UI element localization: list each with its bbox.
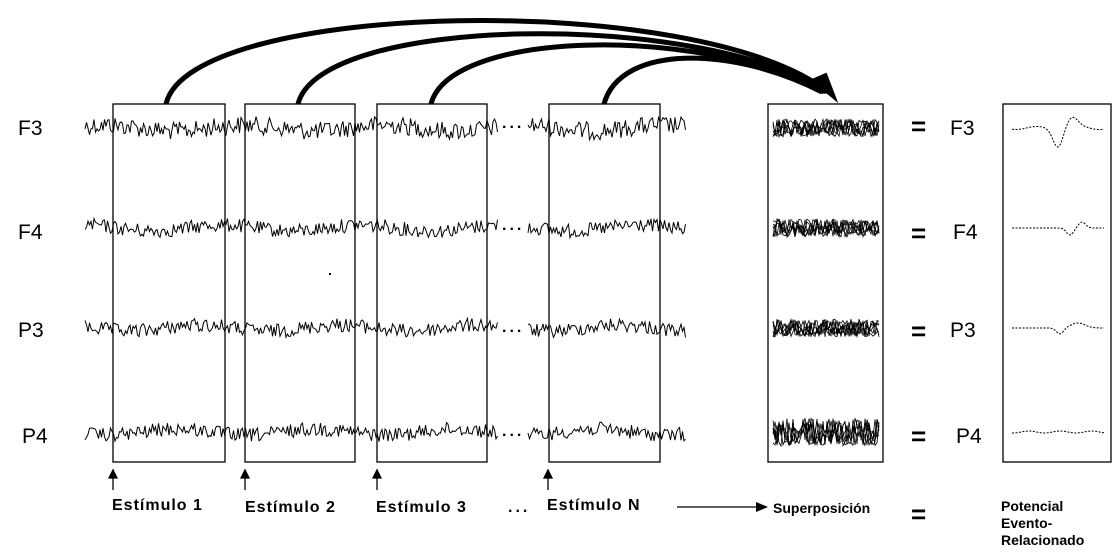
superposition-trace-1-5 xyxy=(772,218,880,239)
equals-sign-p4: = xyxy=(911,421,927,451)
superposition-label: Superposición xyxy=(773,500,871,516)
erp-traces xyxy=(1011,116,1105,434)
stimulus-label-n: Estímulo N xyxy=(547,497,641,514)
erp-trace-3 xyxy=(1012,430,1105,434)
stimulus-label-3: Estímulo 3 xyxy=(376,499,467,516)
stimulus-label-2: Estímulo 2 xyxy=(245,499,336,516)
channel-label-f4: F4 xyxy=(18,221,43,244)
result-label-f4: F4 xyxy=(953,221,978,244)
superposition-trace-0-0 xyxy=(772,118,880,138)
superposition-trace-0-5 xyxy=(772,118,880,137)
eeg-trace-2-1 xyxy=(527,317,686,339)
superposition-arrowhead xyxy=(810,72,839,104)
eeg-trace-2-0 xyxy=(84,316,498,339)
erp-label-line-1: Potencial xyxy=(1001,498,1064,514)
epoch-window-1 xyxy=(112,103,226,463)
equals-sign-bottom: = xyxy=(911,499,927,529)
averaging-arcs xyxy=(163,18,830,105)
equals-sign-p3: = xyxy=(911,316,927,346)
superposition-trace-1-4 xyxy=(772,218,880,238)
equals-sign-f3: = xyxy=(911,111,927,141)
result-label-p4: P4 xyxy=(956,425,982,448)
stimulus-ellipsis: ... xyxy=(508,499,531,516)
erp-label-line-2: Evento- xyxy=(1001,515,1053,531)
channel-label-f3: F3 xyxy=(18,117,43,140)
eeg-trace-0-1 xyxy=(527,115,686,142)
superposition-box xyxy=(767,103,884,463)
erp-label-line-3: Relacionado xyxy=(1001,532,1085,548)
epoch-ellipsis-f3: ... xyxy=(502,115,525,132)
arc-stimulus-1 xyxy=(163,18,830,105)
superposition-trace-2-5 xyxy=(772,318,880,338)
erp-trace-2 xyxy=(1012,322,1104,335)
epoch-ellipsis-p4: ... xyxy=(502,423,525,440)
arc-stimulus-2 xyxy=(295,31,828,105)
stimulus-onset-markers xyxy=(107,468,554,490)
erp-result-box xyxy=(1002,103,1112,463)
superposition-trace-3-5 xyxy=(772,419,880,448)
stray-artifact xyxy=(329,273,331,275)
equals-sign-f4: = xyxy=(911,218,927,248)
eeg-trace-3-1 xyxy=(527,421,686,442)
epoch-ellipsis-f4: ... xyxy=(502,217,525,234)
channel-label-p4: P4 xyxy=(22,425,48,448)
eeg-trace-0-0 xyxy=(84,115,498,141)
eeg-trace-1-0 xyxy=(84,216,498,239)
superposition-trace-2-1 xyxy=(772,318,880,337)
epoch-window-3 xyxy=(376,103,488,463)
channel-label-p3: P3 xyxy=(18,319,44,342)
arc-stimulus-n xyxy=(601,55,824,105)
epoch-windows xyxy=(112,103,661,463)
eeg-traces xyxy=(84,115,686,443)
superposition-trace-0-2 xyxy=(772,118,880,138)
epoch-window-n xyxy=(548,103,661,463)
superposition-trace-3-4 xyxy=(772,417,880,448)
result-label-f3: F3 xyxy=(950,117,975,140)
superposition-trace-1-3 xyxy=(772,218,880,239)
superposition-traces xyxy=(772,118,880,448)
erp-trace-1 xyxy=(1012,221,1104,236)
eeg-trace-1-1 xyxy=(527,217,686,240)
result-label-p3: P3 xyxy=(950,319,976,342)
superposition-trace-0-4 xyxy=(772,118,880,139)
stimulus-label-1: Estímulo 1 xyxy=(112,497,203,514)
erp-trace-0 xyxy=(1011,116,1105,148)
eeg-trace-3-0 xyxy=(84,421,498,443)
flow-arrow xyxy=(677,502,768,512)
epoch-ellipsis-p3: ... xyxy=(502,319,525,336)
epoch-window-2 xyxy=(244,103,356,463)
